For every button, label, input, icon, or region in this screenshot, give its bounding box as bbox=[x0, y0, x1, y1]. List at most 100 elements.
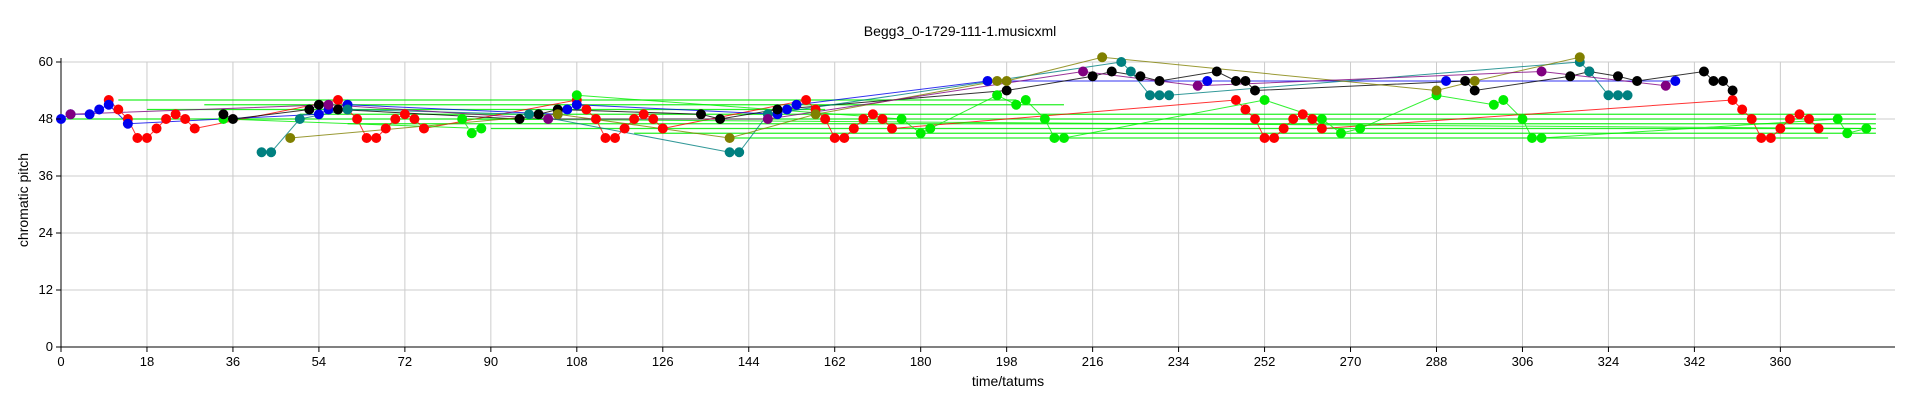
data-point bbox=[285, 133, 296, 143]
data-point bbox=[648, 114, 659, 124]
data-point bbox=[791, 99, 802, 110]
x-tick-label: 324 bbox=[1598, 354, 1620, 369]
data-point bbox=[113, 104, 124, 115]
data-point bbox=[380, 123, 391, 134]
data-point bbox=[1727, 85, 1738, 96]
data-point bbox=[1230, 76, 1241, 86]
axes bbox=[60, 58, 1895, 348]
data-point bbox=[590, 114, 601, 124]
data-point bbox=[562, 104, 573, 115]
data-point bbox=[1727, 95, 1738, 105]
data-point bbox=[1316, 123, 1327, 134]
data-point bbox=[1020, 95, 1031, 105]
data-point bbox=[1536, 133, 1547, 143]
data-point bbox=[1813, 123, 1824, 134]
data-point bbox=[1584, 66, 1595, 77]
data-point bbox=[409, 114, 420, 124]
x-tick-label: 162 bbox=[824, 354, 846, 369]
data-point bbox=[476, 123, 487, 134]
data-point bbox=[1756, 133, 1767, 143]
data-point bbox=[1708, 76, 1719, 86]
data-point bbox=[1660, 80, 1671, 91]
data-point bbox=[1469, 85, 1480, 96]
data-point bbox=[1355, 123, 1366, 134]
data-point bbox=[619, 123, 630, 134]
data-point bbox=[1527, 133, 1538, 143]
data-point bbox=[227, 114, 238, 124]
data-point bbox=[1603, 90, 1614, 101]
x-tick-label: 288 bbox=[1426, 354, 1448, 369]
data-point bbox=[781, 104, 792, 115]
data-point bbox=[1011, 99, 1022, 110]
x-tick-label: 306 bbox=[1512, 354, 1534, 369]
data-point bbox=[829, 133, 840, 143]
x-tick-label: 180 bbox=[910, 354, 932, 369]
data-point bbox=[657, 123, 668, 134]
data-point bbox=[715, 114, 726, 124]
y-tick-label: 60 bbox=[39, 54, 53, 69]
data-point bbox=[1154, 76, 1165, 86]
x-tick-label: 36 bbox=[226, 354, 240, 369]
data-point bbox=[151, 123, 162, 134]
data-point bbox=[352, 114, 363, 124]
y-tick-label: 24 bbox=[39, 225, 53, 240]
x-tick-label: 0 bbox=[57, 354, 64, 369]
data-point bbox=[1737, 104, 1748, 115]
data-point bbox=[170, 109, 181, 120]
data-point bbox=[533, 109, 544, 120]
data-point bbox=[1250, 114, 1261, 124]
y-tick-label: 12 bbox=[39, 282, 53, 297]
x-tick-label: 252 bbox=[1254, 354, 1276, 369]
data-point bbox=[1861, 123, 1872, 134]
data-point bbox=[1154, 90, 1165, 101]
data-point bbox=[1316, 114, 1327, 124]
data-point bbox=[1775, 123, 1786, 134]
data-point bbox=[304, 104, 315, 115]
data-point bbox=[1622, 90, 1633, 101]
data-point bbox=[1164, 90, 1175, 101]
data-point bbox=[724, 147, 735, 158]
data-point bbox=[1125, 66, 1136, 77]
data-point bbox=[256, 147, 267, 158]
data-point bbox=[84, 109, 95, 120]
data-point bbox=[266, 147, 277, 158]
data-point bbox=[896, 114, 907, 124]
data-point bbox=[1278, 123, 1289, 134]
data-point bbox=[820, 114, 831, 124]
data-point bbox=[1288, 114, 1299, 124]
data-point bbox=[189, 123, 200, 134]
data-point bbox=[1058, 133, 1069, 143]
data-point bbox=[1001, 85, 1012, 96]
data-point bbox=[629, 114, 640, 124]
data-point bbox=[1240, 76, 1251, 86]
data-point bbox=[887, 123, 898, 134]
data-point bbox=[695, 109, 706, 120]
x-axis-label: time/tatums bbox=[972, 373, 1044, 389]
data-point bbox=[1297, 109, 1308, 120]
data-point bbox=[1049, 133, 1060, 143]
data-point bbox=[638, 109, 649, 120]
data-point bbox=[218, 109, 229, 120]
data-point bbox=[418, 123, 429, 134]
data-point bbox=[1832, 114, 1843, 124]
data-point bbox=[1612, 90, 1623, 101]
data-point bbox=[1202, 76, 1213, 86]
data-point bbox=[992, 90, 1003, 101]
data-point bbox=[1078, 66, 1089, 77]
data-point bbox=[858, 114, 869, 124]
x-tick-label: 216 bbox=[1082, 354, 1104, 369]
data-point bbox=[333, 95, 344, 105]
data-point bbox=[581, 104, 592, 115]
data-point bbox=[313, 99, 324, 110]
data-point bbox=[1612, 71, 1623, 82]
series-line bbox=[261, 61, 1628, 153]
data-point bbox=[94, 104, 105, 115]
data-point bbox=[1335, 128, 1346, 139]
data-point bbox=[1431, 85, 1442, 96]
data-point bbox=[1488, 99, 1499, 110]
data-point bbox=[839, 133, 850, 143]
x-tick-label: 126 bbox=[652, 354, 674, 369]
data-point bbox=[992, 76, 1003, 86]
x-tick-label: 54 bbox=[312, 354, 326, 369]
x-tick-label: 108 bbox=[566, 354, 588, 369]
